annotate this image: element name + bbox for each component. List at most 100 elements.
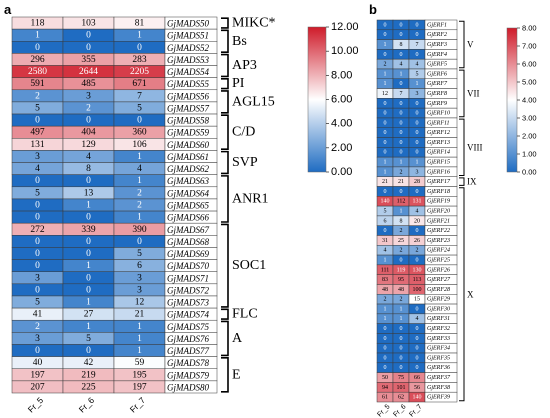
cell-value: 1 [137,213,142,223]
cell-value: 59 [135,358,145,368]
group-label: AP3 [232,58,257,73]
cell-value: 0 [35,285,40,295]
cell-value: 3 [416,169,419,175]
cell-value: 5 [384,209,387,215]
group-bracket [221,308,229,320]
group-bracket [221,357,229,393]
gene-label: GjERF8 [427,91,447,97]
gene-label: GjMADS78 [167,358,209,368]
cell-value: 5 [416,71,419,77]
cell-value: 27 [84,310,94,320]
cell-value: 1 [400,160,403,166]
colorbar-tick-label: 2.00 [522,132,537,141]
cell-value: 2 [400,228,403,234]
cell-value: 83 [382,277,388,283]
cell-value: 1 [137,346,142,356]
cell-value: 106 [132,140,147,150]
cell-value: 4 [35,164,40,174]
cell-value: 100 [413,287,422,293]
group-label: A [232,331,243,346]
cell-value: 0 [137,237,142,247]
cell-value: 0 [400,32,403,38]
cell-value: 5 [35,188,40,198]
cell-value: 0 [416,101,419,107]
cell-value: 0 [384,111,387,117]
cell-value: 0 [400,101,403,107]
cell-value: 0 [400,22,403,28]
cell-value: 3 [35,273,40,283]
gene-label: GjERF19 [427,199,450,205]
gene-label: GjERF31 [427,316,450,322]
cell-value: 4 [416,209,419,215]
cell-value: 3 [35,152,40,162]
gene-label: GjERF34 [427,345,450,352]
cell-value: 0 [416,32,419,38]
cell-value: 2644 [79,67,98,77]
group-label: IX [467,177,477,187]
group-bracket [221,17,229,29]
group-bracket [221,223,229,308]
cell-value: 21 [135,310,145,320]
group-bracket [221,175,229,223]
gene-label: GjMADS64 [167,188,209,198]
cell-value: 8 [86,164,91,174]
colorbar-tick-label: 5.00 [522,78,537,87]
cell-value: 0 [86,176,91,186]
cell-value: 5 [35,103,40,113]
cell-value: 296 [30,55,45,65]
gene-label: GjMADS68 [167,237,209,247]
cell-value: 0 [416,326,419,332]
gene-label: GjERF39 [427,395,450,401]
gene-label: GjERF27 [427,277,451,283]
cell-value: 0 [86,346,91,356]
gene-label: GjERF28 [427,287,450,293]
gene-label: GjMADS66 [167,213,209,223]
group-label: SVP [232,155,258,170]
cell-value: 0 [35,237,40,247]
colorbar-tick-label: 12.00 [331,21,359,33]
cell-value: 2 [35,91,40,101]
cell-value: 8 [400,42,403,48]
cell-value: 390 [132,225,147,235]
cell-value: 0 [416,306,419,312]
cell-value: 0 [35,249,40,259]
gene-label: GjERF26 [427,267,450,273]
cell-value: 31 [382,238,388,244]
group-label: V [467,39,474,49]
cell-value: 0 [384,101,387,107]
column-label: Fr_6 [392,403,407,418]
group-label: FLC [232,307,258,322]
cell-value: 2580 [28,67,47,77]
cell-value: 3 [35,334,40,344]
gene-label: GjERF12 [427,130,450,136]
gene-label: GjERF1 [427,22,447,28]
cell-value: 75 [398,375,404,381]
gene-label: GjMADS72 [167,285,209,295]
cell-value: 0 [35,176,40,186]
column-label: Fr_6 [77,395,97,415]
cell-value: 0 [416,22,419,28]
cell-value: 2 [384,297,387,303]
cell-value: 207 [30,382,45,392]
cell-value: 0 [384,120,387,126]
gene-label: GjMADS50 [167,19,209,29]
group-bracket [221,90,229,114]
group-bracket [459,187,465,402]
gene-label: GjMADS76 [167,334,209,344]
cell-value: 1 [384,42,387,48]
gene-label: GjERF29 [427,297,450,303]
cell-value: 0 [400,257,403,263]
cell-value: 0 [384,228,387,234]
group-bracket [221,78,229,90]
gene-label: GjMADS62 [167,164,209,174]
cell-value: 0 [384,336,387,342]
cell-value: 0 [400,326,403,332]
gene-label: GjERF11 [427,120,450,126]
cell-value: 1 [137,322,142,332]
cell-value: 2 [35,322,40,332]
cell-value: 0 [137,116,142,126]
cell-value: 0 [384,130,387,136]
cell-value: 0 [35,116,40,126]
cell-value: 0 [35,346,40,356]
group-label: MIKC* [232,16,276,31]
